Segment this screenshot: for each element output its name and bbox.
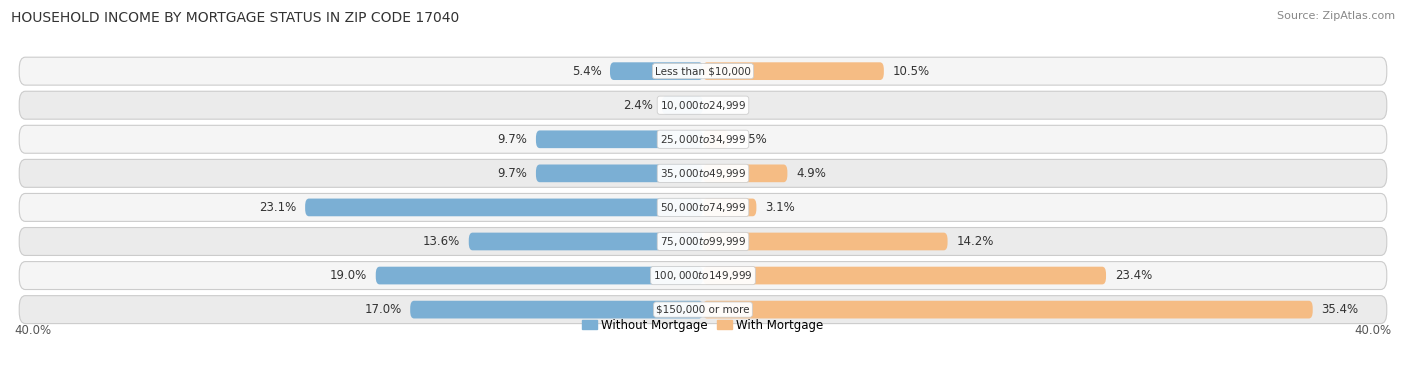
Text: 14.2%: 14.2% (956, 235, 994, 248)
Legend: Without Mortgage, With Mortgage: Without Mortgage, With Mortgage (582, 319, 824, 331)
Text: 2.4%: 2.4% (623, 99, 652, 112)
FancyBboxPatch shape (468, 233, 703, 250)
Text: 23.1%: 23.1% (259, 201, 297, 214)
Text: 10.5%: 10.5% (893, 64, 929, 78)
FancyBboxPatch shape (703, 199, 756, 216)
Text: $75,000 to $99,999: $75,000 to $99,999 (659, 235, 747, 248)
Text: 9.7%: 9.7% (498, 133, 527, 146)
FancyBboxPatch shape (703, 233, 948, 250)
FancyBboxPatch shape (375, 267, 703, 284)
FancyBboxPatch shape (662, 97, 703, 114)
Text: $10,000 to $24,999: $10,000 to $24,999 (659, 99, 747, 112)
FancyBboxPatch shape (20, 57, 1386, 85)
Text: Less than $10,000: Less than $10,000 (655, 66, 751, 76)
Text: $150,000 or more: $150,000 or more (657, 305, 749, 315)
FancyBboxPatch shape (703, 62, 884, 80)
Text: Source: ZipAtlas.com: Source: ZipAtlas.com (1277, 11, 1395, 21)
FancyBboxPatch shape (703, 164, 787, 182)
FancyBboxPatch shape (536, 164, 703, 182)
FancyBboxPatch shape (20, 91, 1386, 119)
Text: 17.0%: 17.0% (364, 303, 402, 316)
FancyBboxPatch shape (305, 199, 703, 216)
Text: $25,000 to $34,999: $25,000 to $34,999 (659, 133, 747, 146)
FancyBboxPatch shape (411, 301, 703, 319)
FancyBboxPatch shape (20, 262, 1386, 290)
Text: 40.0%: 40.0% (1355, 324, 1392, 337)
Text: 4.9%: 4.9% (796, 167, 825, 180)
Text: 13.6%: 13.6% (423, 235, 460, 248)
Text: $50,000 to $74,999: $50,000 to $74,999 (659, 201, 747, 214)
Text: 35.4%: 35.4% (1322, 303, 1358, 316)
FancyBboxPatch shape (703, 267, 1107, 284)
FancyBboxPatch shape (20, 227, 1386, 256)
FancyBboxPatch shape (536, 130, 703, 148)
FancyBboxPatch shape (20, 125, 1386, 153)
Text: 0.0%: 0.0% (711, 99, 741, 112)
Text: 1.5%: 1.5% (738, 133, 768, 146)
Text: 3.1%: 3.1% (765, 201, 794, 214)
Text: 9.7%: 9.7% (498, 167, 527, 180)
FancyBboxPatch shape (20, 159, 1386, 187)
FancyBboxPatch shape (20, 296, 1386, 323)
Text: $100,000 to $149,999: $100,000 to $149,999 (654, 269, 752, 282)
FancyBboxPatch shape (610, 62, 703, 80)
Text: $35,000 to $49,999: $35,000 to $49,999 (659, 167, 747, 180)
FancyBboxPatch shape (703, 301, 1313, 319)
FancyBboxPatch shape (703, 130, 728, 148)
Text: 23.4%: 23.4% (1115, 269, 1152, 282)
Text: HOUSEHOLD INCOME BY MORTGAGE STATUS IN ZIP CODE 17040: HOUSEHOLD INCOME BY MORTGAGE STATUS IN Z… (11, 11, 460, 25)
Text: 19.0%: 19.0% (330, 269, 367, 282)
FancyBboxPatch shape (20, 193, 1386, 221)
Text: 5.4%: 5.4% (572, 64, 602, 78)
Text: 40.0%: 40.0% (14, 324, 51, 337)
